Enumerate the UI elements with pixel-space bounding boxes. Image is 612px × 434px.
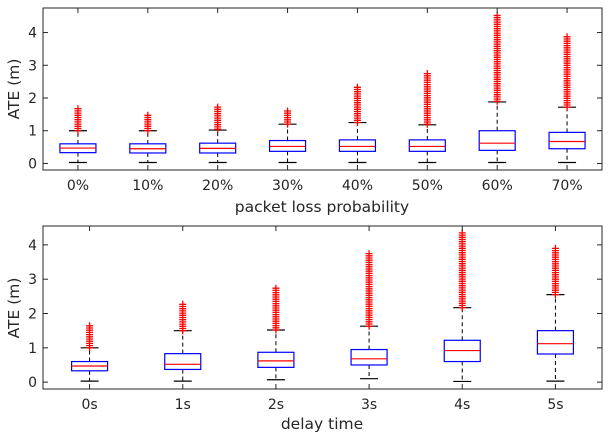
y-axis-title: ATE (m) (5, 59, 23, 120)
y-axis-title: ATE (m) (5, 278, 23, 339)
box-40% (338, 83, 377, 164)
chart-delay-time: 0 1 2 3 4 0s 1s 2s 3s 4s 5s ATE (m) delay time (5, 225, 603, 433)
y-tick-label: 1 (28, 124, 37, 140)
y-tick-label: 2 (28, 307, 37, 323)
iqr-box (338, 139, 377, 152)
outlier-markers (353, 83, 361, 126)
x-tick-label: 4s (454, 397, 470, 413)
x-axis-title: packet loss probability (235, 198, 409, 216)
box-10% (129, 111, 167, 164)
outlier-markers (563, 33, 571, 111)
box-1s (164, 300, 202, 382)
y-tick-label: 4 (28, 26, 37, 42)
outlier-markers (365, 250, 373, 330)
x-tick-label: 50% (412, 178, 443, 194)
outlier-markers (272, 284, 280, 334)
box-5s (536, 244, 575, 382)
y-tick-label: 0 (28, 375, 37, 391)
plot-area-frame (42, 7, 603, 171)
x-tick-label: 5s (547, 397, 563, 413)
box-0% (59, 105, 97, 164)
x-tick-label: 0s (81, 397, 97, 413)
outlier-markers (214, 103, 222, 133)
box-3s (350, 250, 388, 380)
iqr-box (257, 351, 295, 368)
y-tick-label: 2 (28, 91, 37, 107)
iqr-box (350, 348, 388, 366)
y-axis: 0 1 2 3 4 (28, 26, 602, 172)
x-tick-label: 0% (67, 178, 89, 194)
outlier-markers (179, 300, 187, 335)
x-tick-label: 2s (268, 397, 284, 413)
x-tick-label: 3s (361, 397, 377, 413)
boxplot-marks (59, 12, 586, 164)
x-axis: 0s 1s 2s 3s 4s 5s (81, 226, 564, 413)
outlier-markers (423, 70, 431, 128)
boxplot-marks (70, 229, 575, 383)
x-tick-label: 20% (202, 178, 233, 194)
chart-packet-loss: 0 1 2 3 4 0% 10% 20% 30% 40% 50% 60% 70% ATE (m) pa… (5, 7, 603, 216)
box-4s (443, 229, 481, 383)
x-axis: 0% 10% 20% 30% 40% 50% 60% 70% (67, 8, 583, 194)
iqr-box (164, 353, 202, 371)
x-tick-label: 30% (272, 178, 303, 194)
box-0s (70, 322, 109, 382)
outlier-markers (284, 107, 292, 128)
y-tick-label: 0 (28, 156, 37, 172)
outlier-markers (86, 322, 94, 352)
y-tick-label: 3 (28, 58, 37, 74)
iqr-box (536, 330, 575, 355)
outlier-markers (144, 111, 152, 135)
box-30% (268, 107, 307, 164)
box-50% (408, 70, 446, 164)
box-70% (548, 33, 586, 164)
x-tick-label: 60% (482, 178, 513, 194)
y-tick-label: 3 (28, 272, 37, 288)
outlier-markers (458, 229, 466, 312)
box-20% (199, 103, 237, 164)
x-tick-label: 10% (132, 178, 163, 194)
y-tick-label: 4 (28, 238, 37, 254)
outlier-markers (493, 12, 501, 105)
x-tick-label: 40% (342, 178, 373, 194)
x-tick-label: 70% (552, 178, 583, 194)
x-axis-title: delay time (281, 415, 363, 433)
iqr-box (478, 130, 516, 151)
iqr-box (408, 139, 446, 152)
y-tick-label: 1 (28, 341, 37, 357)
box-2s (257, 284, 295, 381)
plot-area-frame (42, 225, 603, 390)
y-axis: 0 1 2 3 4 (28, 238, 602, 391)
iqr-box (548, 131, 586, 150)
outlier-markers (74, 105, 82, 135)
box-60% (478, 12, 516, 164)
outlier-markers (551, 244, 559, 299)
x-tick-label: 1s (175, 397, 191, 413)
